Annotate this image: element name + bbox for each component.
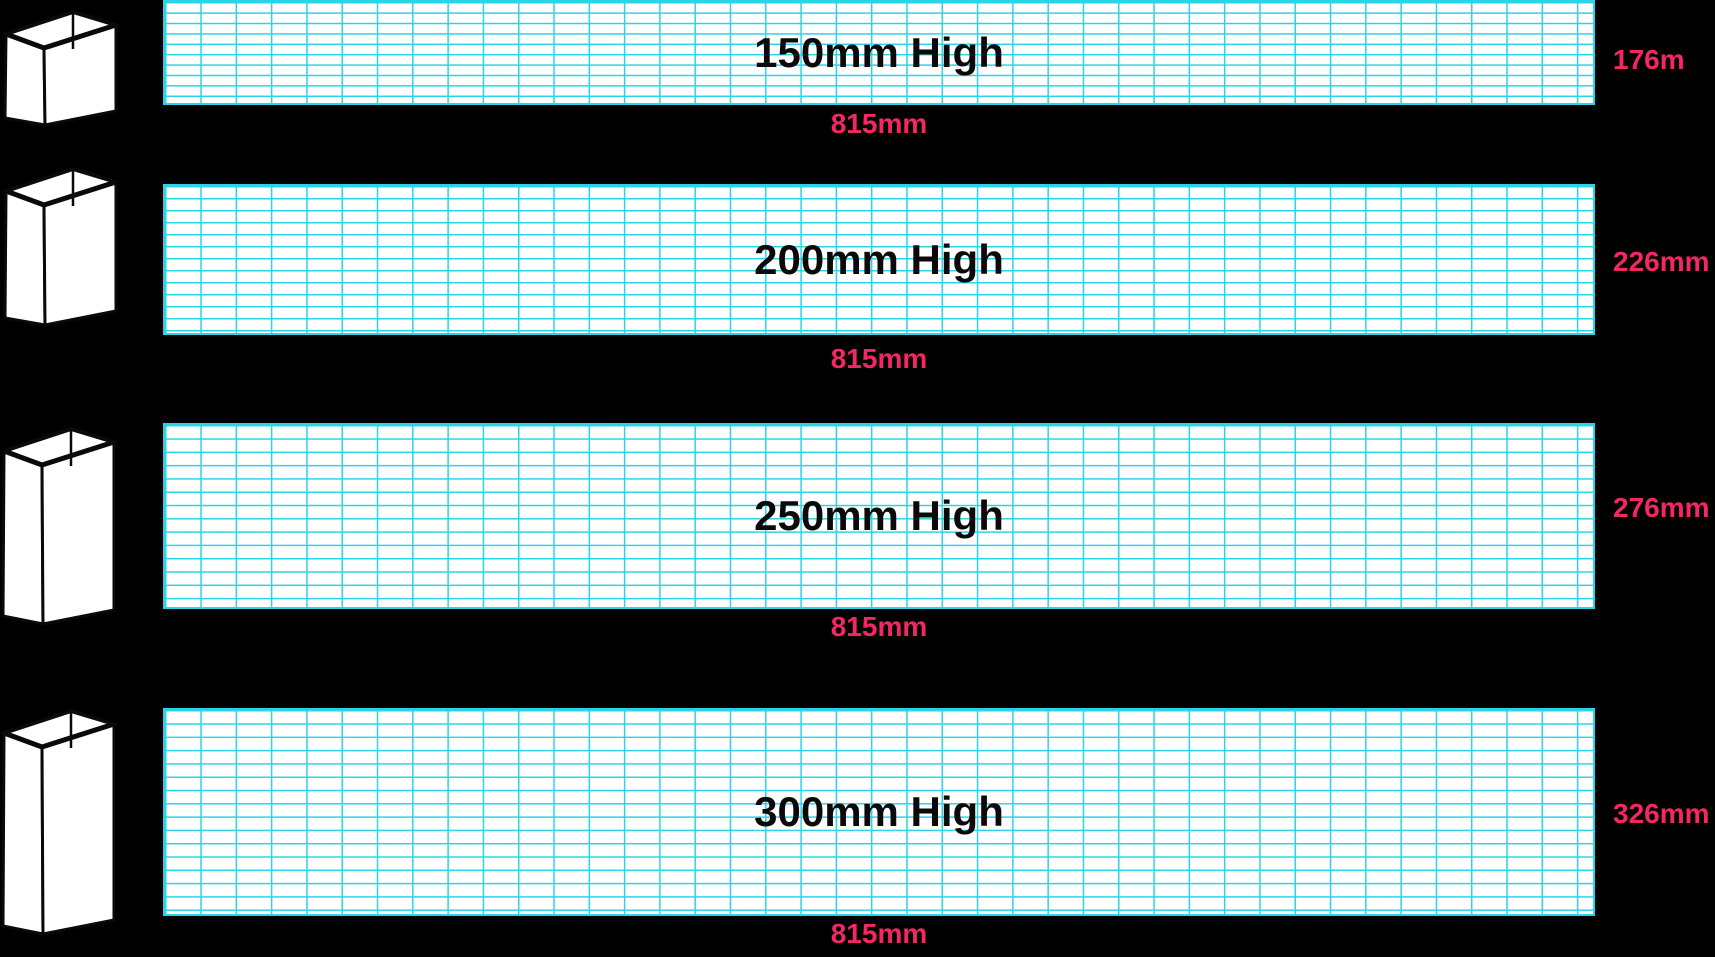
grid-panel: 200mm High xyxy=(163,184,1595,335)
open-box-icon xyxy=(0,426,118,626)
height-dimension-label: 326mm xyxy=(1613,798,1710,829)
open-box-icon xyxy=(2,166,120,327)
grid-panel: 250mm High xyxy=(163,423,1595,609)
width-dimension-label: 815mm xyxy=(830,918,928,949)
height-dimension-label: 176m xyxy=(1613,44,1685,75)
height-dimension-label: 226mm xyxy=(1613,246,1710,277)
width-dimension-label: 815mm xyxy=(830,611,928,642)
width-dimension-label: 815mm xyxy=(830,108,928,139)
width-dimension-label: 815mm xyxy=(830,343,928,374)
panel-height-label: 300mm High xyxy=(754,788,1004,835)
open-box-icon xyxy=(2,9,120,127)
panel-height-label: 200mm High xyxy=(754,235,1004,283)
panel-height-label: 150mm High xyxy=(754,28,1004,76)
grid-panel: 300mm High xyxy=(163,708,1595,916)
height-dimension-label: 276mm xyxy=(1613,492,1710,523)
open-box-icon xyxy=(0,708,118,936)
grid-panel: 150mm High xyxy=(163,0,1595,105)
panel-height-label: 250mm High xyxy=(754,492,1004,539)
